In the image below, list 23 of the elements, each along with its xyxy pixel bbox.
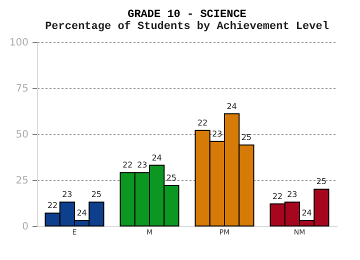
y-tick-label: 100 [9, 38, 28, 48]
text: 22 [272, 192, 283, 201]
y-tick-label: 25 [16, 176, 28, 186]
series-label: 23 [62, 190, 72, 200]
text: 25 [241, 133, 252, 142]
text: 25 [316, 177, 327, 186]
series-label: 25 [91, 190, 102, 200]
text: 22 [197, 118, 208, 128]
text: 23 [287, 190, 298, 200]
text: 23 [137, 160, 148, 170]
text: 24 [152, 153, 162, 162]
chart-title: GRADE 10 - SCIENCE [128, 9, 247, 21]
chart-subtitle: Percentage of Students by Achievement Level [45, 20, 330, 33]
y-tick-label: 0 [22, 222, 28, 232]
text: 25 [166, 174, 177, 183]
y-tick-label: 50 [16, 130, 28, 140]
text: 24 [226, 102, 237, 111]
text: 22 [122, 160, 133, 170]
text: 23 [212, 129, 222, 138]
y-tick-label: 75 [16, 84, 28, 94]
text: 24 [302, 208, 312, 218]
series-label: 22 [47, 201, 58, 210]
series-label: 24 [76, 208, 87, 218]
